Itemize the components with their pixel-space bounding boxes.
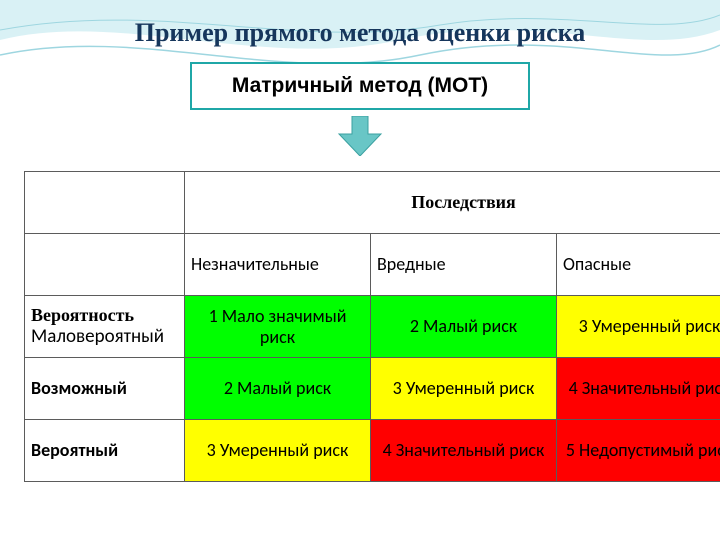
risk-cell: 1 Мало значимый риск [185,296,371,358]
probability-row-label: Вероятный [25,420,185,482]
risk-cell: 3 Умеренный риск [185,420,371,482]
probability-row-label: Маловероятный [31,325,164,348]
risk-cell: 2 Малый риск [371,296,557,358]
table-row: Незначительные Вредные Опасные [25,234,720,296]
probability-row-label: Возможный [25,358,185,420]
table-row: Возможный 2 Малый риск 3 Умеренный риск … [25,358,720,420]
empty-cell [25,234,185,296]
consequence-col-header: Незначительные [185,234,371,296]
risk-matrix-table: Последствия Незначительные Вредные Опасн… [24,171,720,482]
table-row: Вероятный 3 Умеренный риск 4 Значительны… [25,420,720,482]
table-row: Последствия [25,172,720,234]
consequence-col-header: Опасные [557,234,720,296]
risk-cell: 2 Малый риск [185,358,371,420]
table-row: Вероятность Маловероятный 1 Мало значимы… [25,296,720,358]
risk-cell: 4 Значительный риск [371,420,557,482]
risk-cell: 4 Значительный риск [557,358,720,420]
risk-cell: 3 Умеренный риск [371,358,557,420]
arrow-down-icon [24,116,696,161]
consequence-col-header: Вредные [371,234,557,296]
risk-cell: 5 Недопустимый риск [557,420,720,482]
risk-cell: 3 Умеренный риск [557,296,720,358]
empty-corner [25,172,185,234]
consequences-header: Последствия [185,172,720,234]
page-title: Пример прямого метода оценки риска [24,18,696,48]
method-box: Матричный метод (МОТ) [190,62,530,110]
probability-header: Вероятность Маловероятный [25,296,185,358]
